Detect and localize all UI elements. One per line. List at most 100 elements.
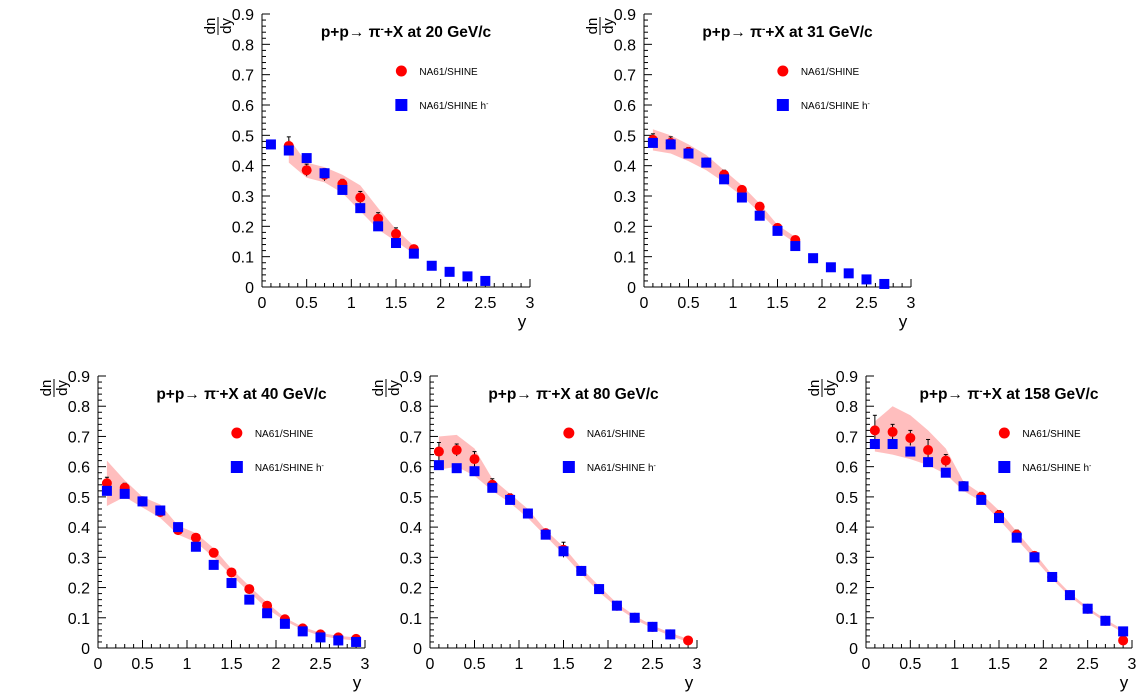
data-point-square bbox=[351, 636, 362, 647]
data-point-circle bbox=[869, 425, 880, 436]
y-tick-label: 0 bbox=[627, 280, 636, 297]
data-point-square bbox=[244, 594, 255, 605]
y-tick-label: 0.8 bbox=[614, 37, 636, 54]
y-tick-label: 0 bbox=[245, 280, 254, 297]
data-point-square bbox=[665, 629, 676, 640]
data-point-square bbox=[825, 262, 836, 273]
data-point-square bbox=[444, 266, 455, 277]
data-point-square bbox=[861, 274, 872, 285]
legend-marker-square bbox=[562, 461, 575, 473]
y-tick-label: 0.1 bbox=[232, 250, 254, 267]
y-tick-label: 0.1 bbox=[68, 611, 90, 628]
chart-panel-3: 0 0.1 0.2 0.3 0.4 0.5 0.6 0.7 0.8 0.9 0 0.5 1 1.5 2 2.5… bbox=[38, 369, 370, 692]
data-point-square bbox=[719, 174, 730, 185]
y-tick-label: 0.8 bbox=[68, 399, 90, 416]
y-axis-label: dn dy bbox=[370, 379, 403, 397]
data-point-square bbox=[101, 485, 112, 496]
y-tick-label: 0.7 bbox=[232, 68, 254, 85]
x-tick-label: 3 bbox=[693, 656, 702, 673]
y-tick-label: 0.6 bbox=[232, 98, 254, 115]
x-axis-label: y bbox=[518, 312, 527, 331]
y-tick-label: 0.4 bbox=[614, 159, 636, 176]
x-tick-label: 2.5 bbox=[474, 295, 496, 312]
data-point-square bbox=[333, 635, 344, 646]
data-point-square bbox=[869, 439, 880, 449]
data-point-square bbox=[958, 481, 969, 492]
y-tick-label: 0.5 bbox=[68, 490, 90, 507]
y-tick-label: 0.4 bbox=[232, 159, 254, 176]
legend-marker-circle bbox=[563, 427, 575, 439]
data-point-square bbox=[433, 460, 444, 471]
x-tick-label: 1 bbox=[729, 295, 738, 312]
data-point-circle bbox=[433, 446, 444, 457]
data-point-square bbox=[754, 210, 765, 221]
data-point-square bbox=[469, 466, 480, 477]
data-point-circle bbox=[101, 478, 112, 489]
legend-marker-square bbox=[998, 461, 1011, 473]
systematic-band bbox=[106, 460, 357, 641]
y-tick-label: 0.2 bbox=[836, 581, 858, 598]
y-axis-label-numerator: dn bbox=[38, 380, 55, 397]
chart-panel-4: 0 0.1 0.2 0.3 0.4 0.5 0.6 0.7 0.8 0.9 0 0.5 1 1.5 2 2.5… bbox=[370, 369, 702, 692]
data-point-circle bbox=[451, 445, 462, 456]
legend-marker-circle bbox=[998, 427, 1010, 439]
legend-label: NA61/SHINE h- bbox=[587, 463, 657, 475]
y-axis-label: dn dy bbox=[584, 17, 617, 35]
x-tick-label: 0 bbox=[640, 295, 649, 312]
data-point-circle bbox=[905, 432, 916, 443]
y-tick-label: 0.2 bbox=[400, 581, 422, 598]
y-tick-label: 0.8 bbox=[400, 399, 422, 416]
y-tick-label: 0.8 bbox=[836, 399, 858, 416]
y-axis-label-denominator: dy bbox=[54, 380, 71, 396]
legend-label: NA61/SHINE bbox=[587, 429, 646, 440]
data-point-square bbox=[337, 184, 348, 195]
x-tick-label: 1 bbox=[950, 656, 959, 673]
y-tick-label: 0.9 bbox=[232, 7, 254, 24]
data-point-square bbox=[665, 139, 676, 150]
data-point-square bbox=[1100, 615, 1111, 626]
data-point-square bbox=[1011, 532, 1022, 543]
y-axis-label-numerator: dn bbox=[370, 380, 387, 397]
data-point-square bbox=[1064, 590, 1075, 601]
data-point-square bbox=[558, 546, 569, 557]
y-tick-label: 0.4 bbox=[836, 520, 858, 537]
x-tick-label: 0.5 bbox=[296, 295, 318, 312]
y-axis-label: dn dy bbox=[202, 17, 235, 35]
data-point-square bbox=[940, 467, 951, 478]
legend-marker-circle bbox=[395, 65, 407, 77]
legend-marker-square bbox=[230, 461, 243, 473]
data-point-square bbox=[1047, 571, 1058, 582]
y-tick-label: 0.7 bbox=[68, 429, 90, 446]
y-tick-label: 0.5 bbox=[232, 128, 254, 145]
x-tick-label: 1.5 bbox=[988, 656, 1010, 673]
data-point-circle bbox=[683, 635, 694, 646]
data-point-circle bbox=[226, 567, 237, 578]
data-point-square bbox=[173, 522, 184, 533]
data-point-square bbox=[137, 496, 148, 507]
data-point-circle bbox=[355, 192, 366, 203]
panel-title: p+p→ π-+X at 20 GeV/c bbox=[321, 24, 492, 42]
x-tick-label: 0 bbox=[426, 656, 435, 673]
data-point-square bbox=[301, 153, 312, 164]
data-point-square bbox=[451, 463, 462, 474]
y-tick-label: 0.1 bbox=[836, 611, 858, 628]
data-point-circle bbox=[469, 454, 480, 465]
x-tick-label: 2 bbox=[818, 295, 827, 312]
y-tick-label: 0.3 bbox=[614, 189, 636, 206]
x-tick-label: 0.5 bbox=[463, 656, 485, 673]
data-point-circle bbox=[940, 455, 951, 466]
y-tick-label: 0.5 bbox=[836, 490, 858, 507]
data-point-square bbox=[843, 268, 854, 279]
y-tick-label: 0 bbox=[413, 641, 422, 658]
x-tick-label: 1 bbox=[183, 656, 192, 673]
chart-panel-1: 0 0.1 0.2 0.3 0.4 0.5 0.6 0.7 0.8 0.9 0 0.5 1 1.5 2 2.5… bbox=[202, 7, 535, 331]
data-point-square bbox=[408, 248, 419, 259]
x-tick-label: 0.5 bbox=[677, 295, 699, 312]
data-point-square bbox=[594, 584, 605, 595]
data-point-square bbox=[683, 148, 694, 159]
y-axis-label-denominator: dy bbox=[822, 380, 839, 396]
y-axis-label: dn dy bbox=[38, 379, 71, 397]
x-tick-label: 0 bbox=[94, 656, 103, 673]
data-point-square bbox=[522, 508, 533, 519]
x-tick-label: 3 bbox=[907, 295, 916, 312]
